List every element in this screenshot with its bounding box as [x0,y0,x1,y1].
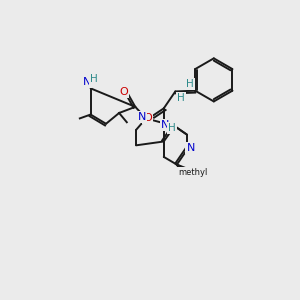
Text: H: H [168,123,176,134]
Text: O: O [119,87,128,97]
Text: H: H [90,74,98,84]
Text: N: N [161,120,170,130]
Text: H: H [177,93,184,103]
Text: N: N [82,77,91,87]
Text: N: N [138,112,146,122]
Text: H: H [186,79,194,89]
Text: N: N [187,143,195,153]
Text: O: O [143,112,152,123]
Text: methyl: methyl [178,168,208,177]
